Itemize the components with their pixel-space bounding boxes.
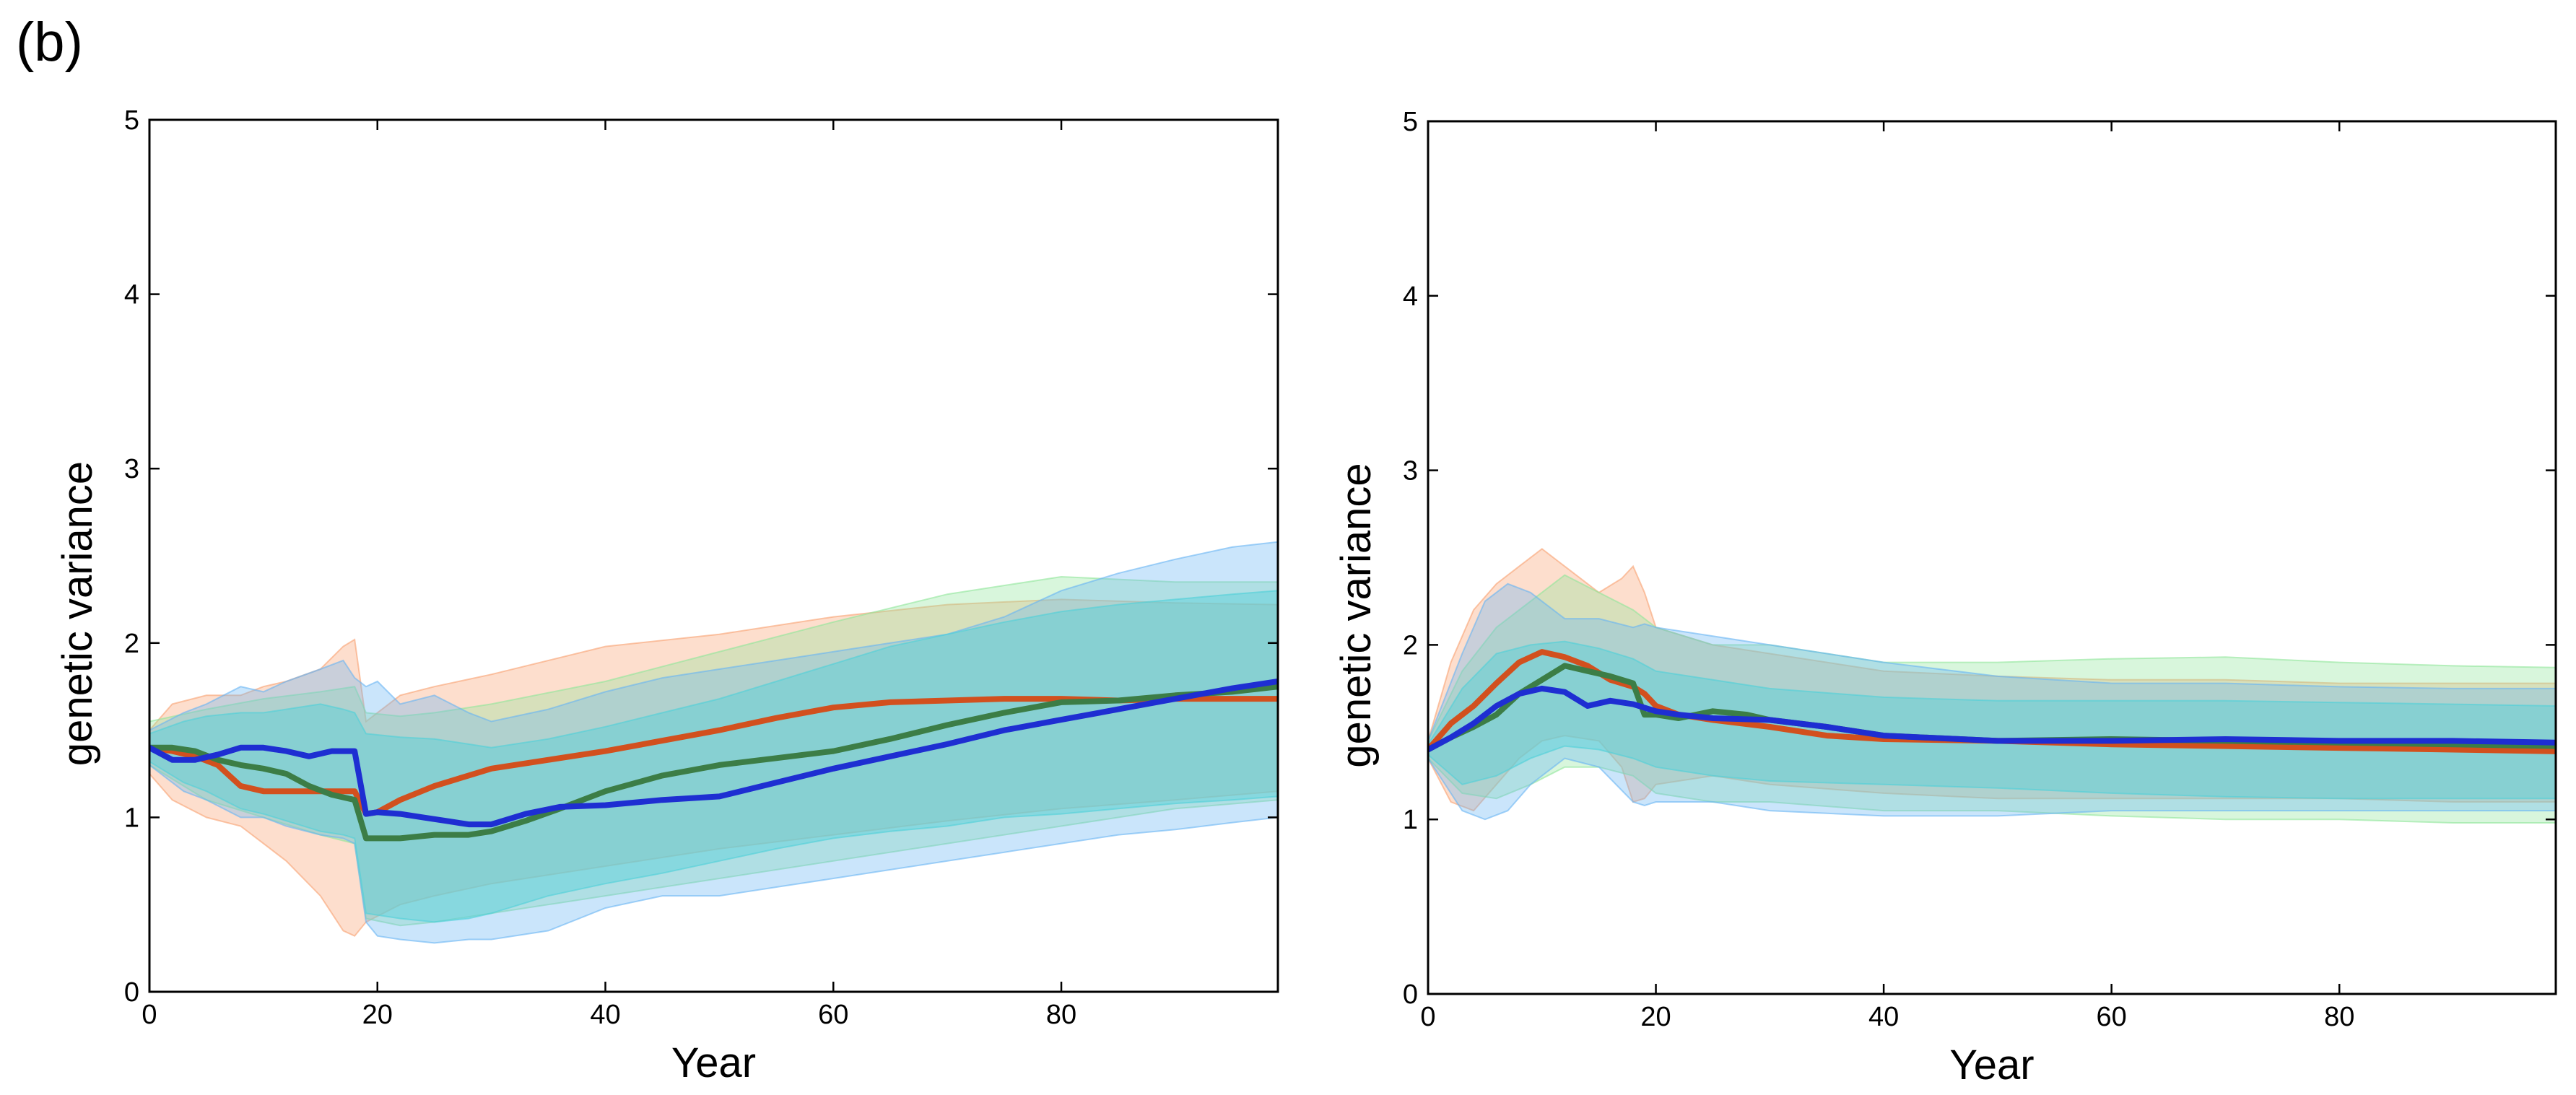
y-tick-label: 1 xyxy=(124,803,139,833)
series-line-red xyxy=(1428,649,2556,754)
x-tick-label: 0 xyxy=(142,1000,157,1030)
y-tick-label: 2 xyxy=(1403,630,1418,660)
x-tick-label: 20 xyxy=(1640,1002,1671,1032)
y-tick-label: 1 xyxy=(1403,805,1418,835)
x-axis-label: Year xyxy=(671,1039,756,1086)
y-tick-label: 3 xyxy=(124,454,139,484)
y-tick-label: 2 xyxy=(124,629,139,659)
band-green-outer xyxy=(1428,574,2556,824)
y-tick-label: 5 xyxy=(124,105,139,136)
band-cyan-inner xyxy=(1428,640,2556,800)
x-tick-label: 60 xyxy=(2097,1002,2127,1032)
panel-label: (b) xyxy=(16,12,83,73)
series-line-blue xyxy=(1428,685,2556,753)
x-tick-label: 20 xyxy=(362,1000,393,1030)
x-tick-label: 40 xyxy=(1868,1002,1899,1032)
plot-area xyxy=(1428,548,2556,824)
y-tick-label: 3 xyxy=(1403,456,1418,487)
band-blue-outer xyxy=(1428,583,2556,821)
y-axis-label: genetic variance xyxy=(54,461,101,766)
y-tick-label: 0 xyxy=(1403,980,1418,1010)
x-tick-label: 0 xyxy=(1420,1002,1435,1032)
plot-frame xyxy=(1427,120,2557,995)
y-tick-label: 0 xyxy=(124,977,139,1008)
x-tick-label: 80 xyxy=(1046,1000,1076,1030)
plot-frame xyxy=(148,118,1279,993)
band-cyan-inner xyxy=(149,590,1278,923)
series-line-blue xyxy=(149,679,1278,828)
chart-panel-1: 0 20 40 60 80 0 1 2 3 4 5 Year genetic variance xyxy=(54,105,1279,1086)
y-tick-label: 4 xyxy=(1403,282,1418,312)
band-blue-outer xyxy=(149,541,1278,944)
series-line-red xyxy=(149,696,1278,817)
series-line-green xyxy=(149,684,1278,842)
y-axis-label: genetic variance xyxy=(1333,463,1380,767)
plot-area xyxy=(149,541,1278,944)
x-tick-label: 80 xyxy=(2324,1002,2354,1032)
x-tick-label: 60 xyxy=(818,1000,848,1030)
y-tick-label: 4 xyxy=(124,280,139,310)
x-axis-label: Year xyxy=(1949,1042,2034,1089)
chart-panel-2: 0 20 40 60 80 0 1 2 3 4 5 Year genetic variance xyxy=(1333,107,2557,1089)
x-tick-label: 40 xyxy=(590,1000,620,1030)
y-tick-label: 5 xyxy=(1403,107,1418,137)
